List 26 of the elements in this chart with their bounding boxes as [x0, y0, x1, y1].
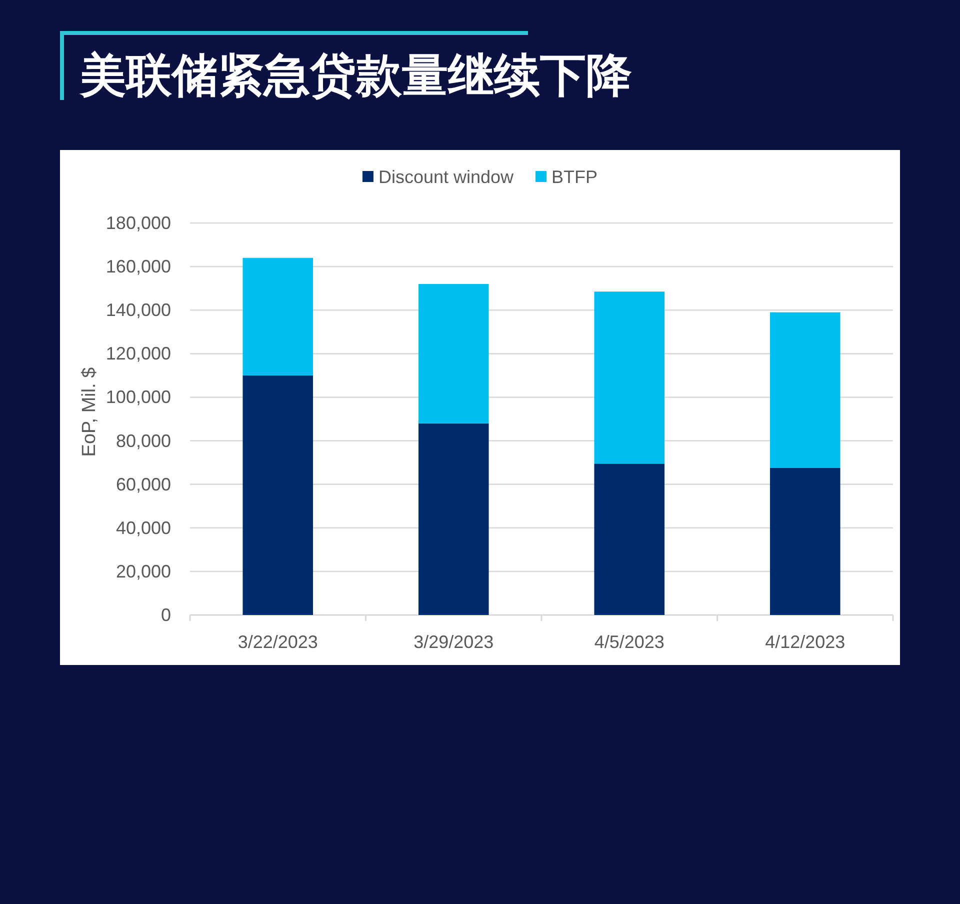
- bar: [418, 423, 489, 615]
- bar: [594, 292, 665, 464]
- y-tick-label: 100,000: [106, 387, 171, 408]
- bar: [770, 468, 840, 615]
- y-tick-label: 160,000: [106, 256, 171, 277]
- x-tick-label: 4/12/2023: [765, 632, 846, 652]
- legend-label: Discount window: [378, 167, 515, 187]
- y-tick-label: 20,000: [116, 561, 171, 582]
- x-tick-label: 4/5/2023: [594, 632, 664, 652]
- y-tick-label: 80,000: [116, 430, 171, 451]
- chart-title: 美联储紧急贷款量继续下降: [79, 48, 632, 102]
- y-tick-label: 140,000: [106, 300, 171, 320]
- x-tick-label: 3/29/2023: [414, 632, 494, 652]
- y-tick-label: 120,000: [106, 344, 171, 364]
- bar: [242, 375, 314, 615]
- legend-label: BTFP: [552, 167, 598, 187]
- y-tick-label: 40,000: [116, 518, 171, 538]
- y-tick-label: 180,000: [106, 213, 171, 233]
- bar: [418, 284, 489, 424]
- bar: [242, 258, 314, 376]
- y-tick-label: 0: [160, 605, 171, 625]
- bar: [594, 464, 665, 615]
- y-tick-label: 60,000: [116, 474, 171, 494]
- bar: [770, 312, 840, 468]
- x-tick-label: 3/22/2023: [238, 632, 318, 652]
- y-axis-title: EoP, Mil. $: [79, 366, 100, 457]
